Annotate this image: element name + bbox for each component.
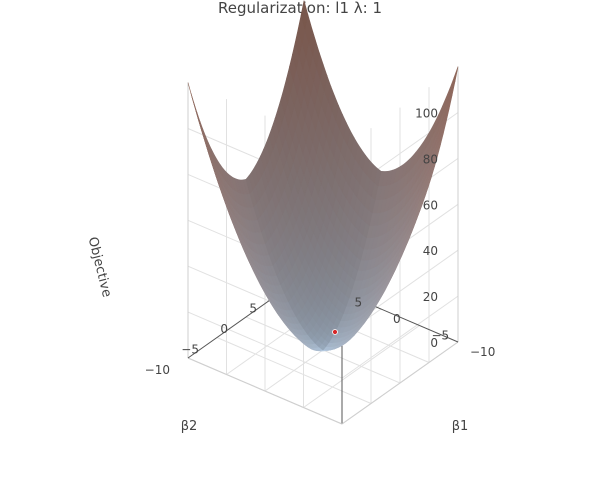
surface-layer xyxy=(187,0,459,352)
z-tick-label: 0 xyxy=(430,336,438,350)
grid-line-wall-z2 xyxy=(187,311,343,379)
y-axis-title: β2 xyxy=(181,419,198,434)
z-tick-label: 40 xyxy=(423,244,438,258)
chart-title: Regularization: l1 λ: 1 xyxy=(218,0,382,17)
y-tick-label: −5 xyxy=(181,343,199,357)
grid-line-floor-y xyxy=(216,337,372,404)
y-tick-label: −10 xyxy=(145,363,170,377)
x-tick-label: −5 xyxy=(432,329,450,343)
z-tick-label: 100 xyxy=(415,107,438,121)
z-tick-label: 80 xyxy=(423,152,438,166)
x-axis-title: β1 xyxy=(452,419,469,434)
minimum-marker xyxy=(332,329,338,335)
grid-line-wall-z xyxy=(341,295,459,379)
z-tick-label: 60 xyxy=(423,198,438,212)
x-tick-label: −10 xyxy=(470,345,495,359)
box-edge xyxy=(341,341,459,425)
y-tick-label: 0 xyxy=(220,322,228,336)
y-tick-label: 5 xyxy=(249,302,257,316)
z-axis-title: Objective xyxy=(85,235,114,298)
surface-patch xyxy=(300,0,309,30)
z-tick-label: 20 xyxy=(423,290,438,304)
marker-layer xyxy=(332,329,338,335)
x-tick-label: 0 xyxy=(393,312,401,326)
x-tick-label: 5 xyxy=(355,296,363,310)
box-edge xyxy=(187,357,343,425)
